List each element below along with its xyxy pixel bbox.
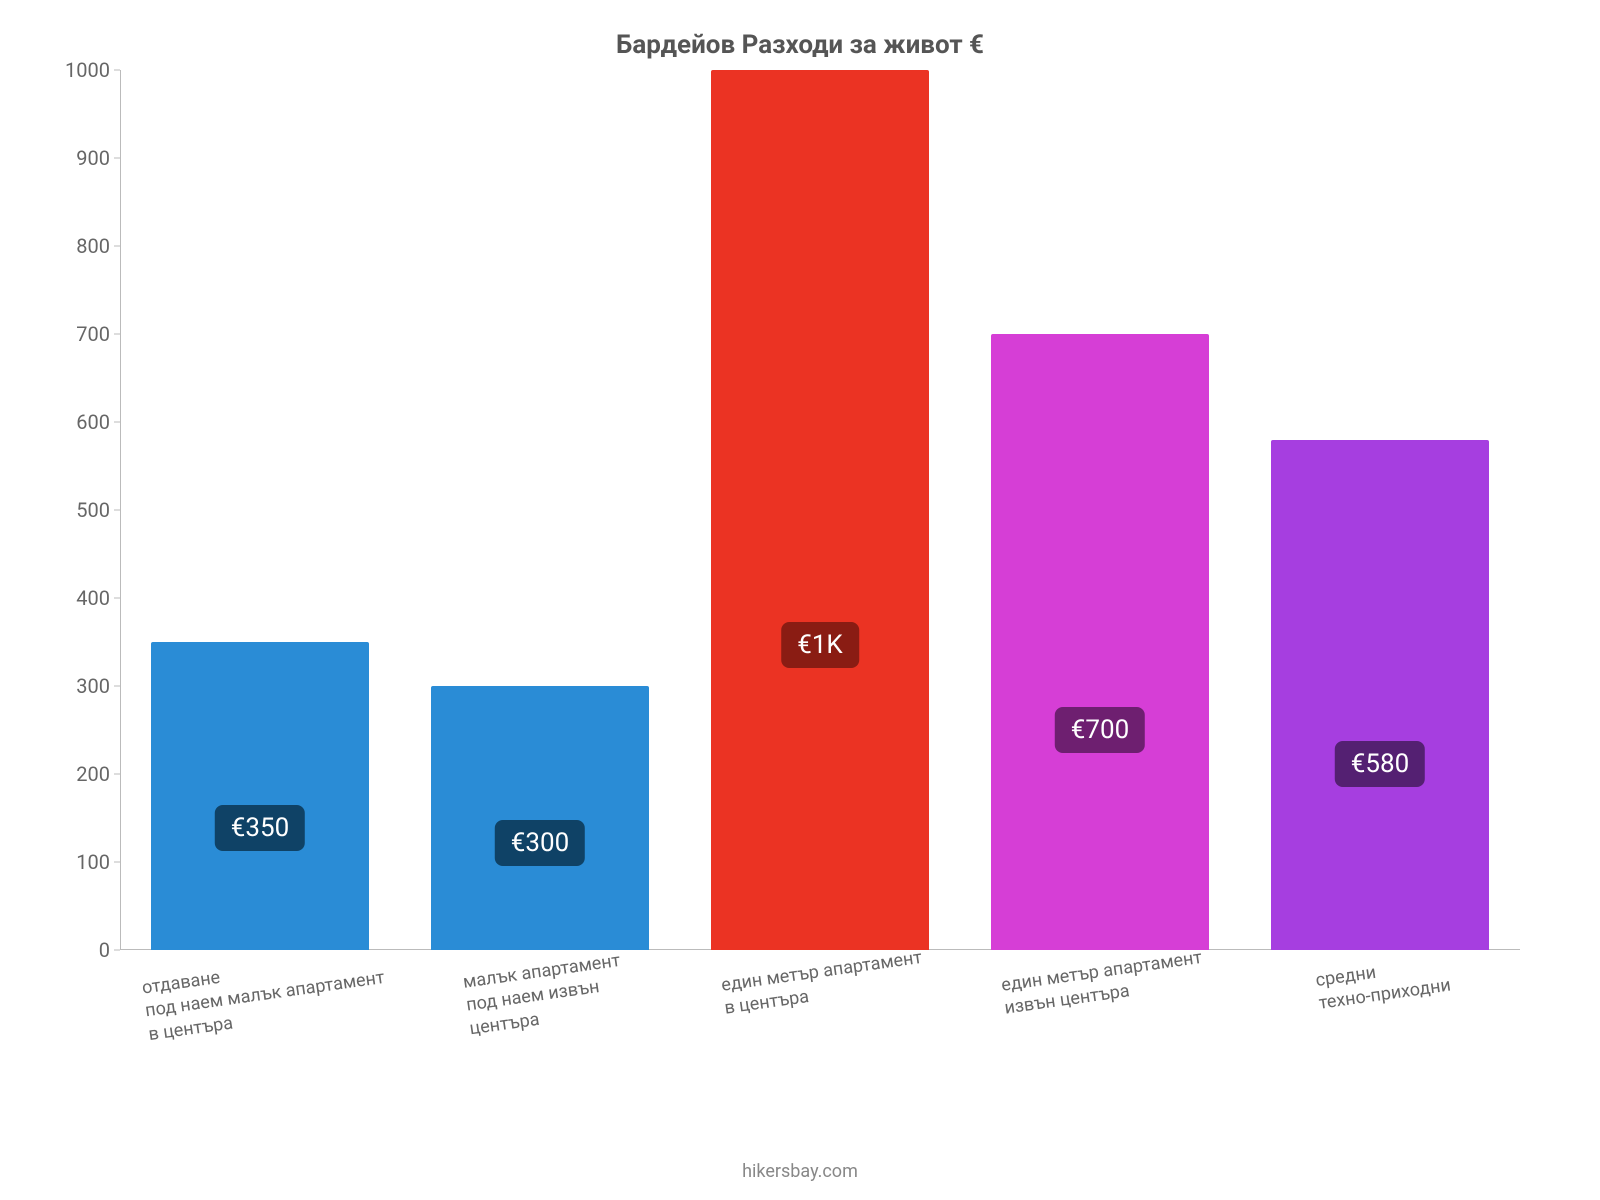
y-tick-mark xyxy=(114,686,120,687)
y-tick-mark xyxy=(114,422,120,423)
y-tick-label: 0 xyxy=(50,938,110,962)
bar-slot: €580 xyxy=(1240,440,1520,950)
chart-container: Бардейов Разходи за живот € €350€300€1K€… xyxy=(0,0,1600,1200)
x-label-slot: отдаване под наем малък апартамент в цен… xyxy=(120,960,400,1100)
bar-value-label: €700 xyxy=(1055,707,1145,753)
y-tick-label: 200 xyxy=(50,762,110,786)
y-tick-mark xyxy=(114,334,120,335)
plot-box: €350€300€1K€700€580 01002003004005006007… xyxy=(120,70,1520,950)
x-axis-labels: отдаване под наем малък апартамент в цен… xyxy=(120,960,1520,1100)
bar: €1K xyxy=(711,70,929,950)
attribution-text: hikersbay.com xyxy=(0,1161,1600,1182)
bar-value-label: €350 xyxy=(215,805,305,851)
y-tick-label: 400 xyxy=(50,586,110,610)
y-tick-mark xyxy=(114,510,120,511)
bar: €350 xyxy=(151,642,369,950)
y-tick-label: 800 xyxy=(50,234,110,258)
y-tick-label: 500 xyxy=(50,498,110,522)
bar: €700 xyxy=(991,334,1209,950)
x-axis-label: малък апартамент под наем извън центъра xyxy=(462,949,629,1041)
bar-slot: €700 xyxy=(960,334,1240,950)
y-tick-mark xyxy=(114,246,120,247)
x-label-slot: един метър апартамент в центъра xyxy=(680,960,960,1100)
chart-title: Бардейов Разходи за живот € xyxy=(40,30,1560,60)
y-tick-mark xyxy=(114,950,120,951)
y-tick-label: 100 xyxy=(50,850,110,874)
x-axis-label: средни техно-приходни xyxy=(1314,951,1452,1016)
y-tick-mark xyxy=(114,70,120,71)
y-tick-label: 300 xyxy=(50,674,110,698)
x-axis-label: отдаване под наем малък апартамент в цен… xyxy=(140,943,389,1046)
y-tick-label: 700 xyxy=(50,322,110,346)
bar-slot: €350 xyxy=(120,642,400,950)
bars-group: €350 €300 €1K €700 €580 xyxy=(120,70,1520,950)
x-label-slot: един метър апартамент извън центъра xyxy=(960,960,1240,1100)
bar: €300 xyxy=(431,686,649,950)
x-axis-label: един метър апартамент извън центъра xyxy=(1000,946,1207,1021)
y-tick-label: 1000 xyxy=(50,58,110,82)
x-label-slot: средни техно-приходни xyxy=(1240,960,1520,1100)
y-tick-mark xyxy=(114,862,120,863)
y-tick-mark xyxy=(114,774,120,775)
x-axis-label: един метър апартамент в центъра xyxy=(720,946,927,1021)
bar-slot: €300 xyxy=(400,686,680,950)
y-tick-label: 600 xyxy=(50,410,110,434)
bar-value-label: €300 xyxy=(495,820,585,866)
x-label-slot: малък апартамент под наем извън центъра xyxy=(400,960,680,1100)
y-tick-label: 900 xyxy=(50,146,110,170)
bar-slot: €1K xyxy=(680,70,960,950)
y-tick-mark xyxy=(114,158,120,159)
bar-value-label: €1K xyxy=(781,622,859,668)
bar: €580 xyxy=(1271,440,1489,950)
bar-value-label: €580 xyxy=(1335,741,1425,787)
y-tick-mark xyxy=(114,598,120,599)
